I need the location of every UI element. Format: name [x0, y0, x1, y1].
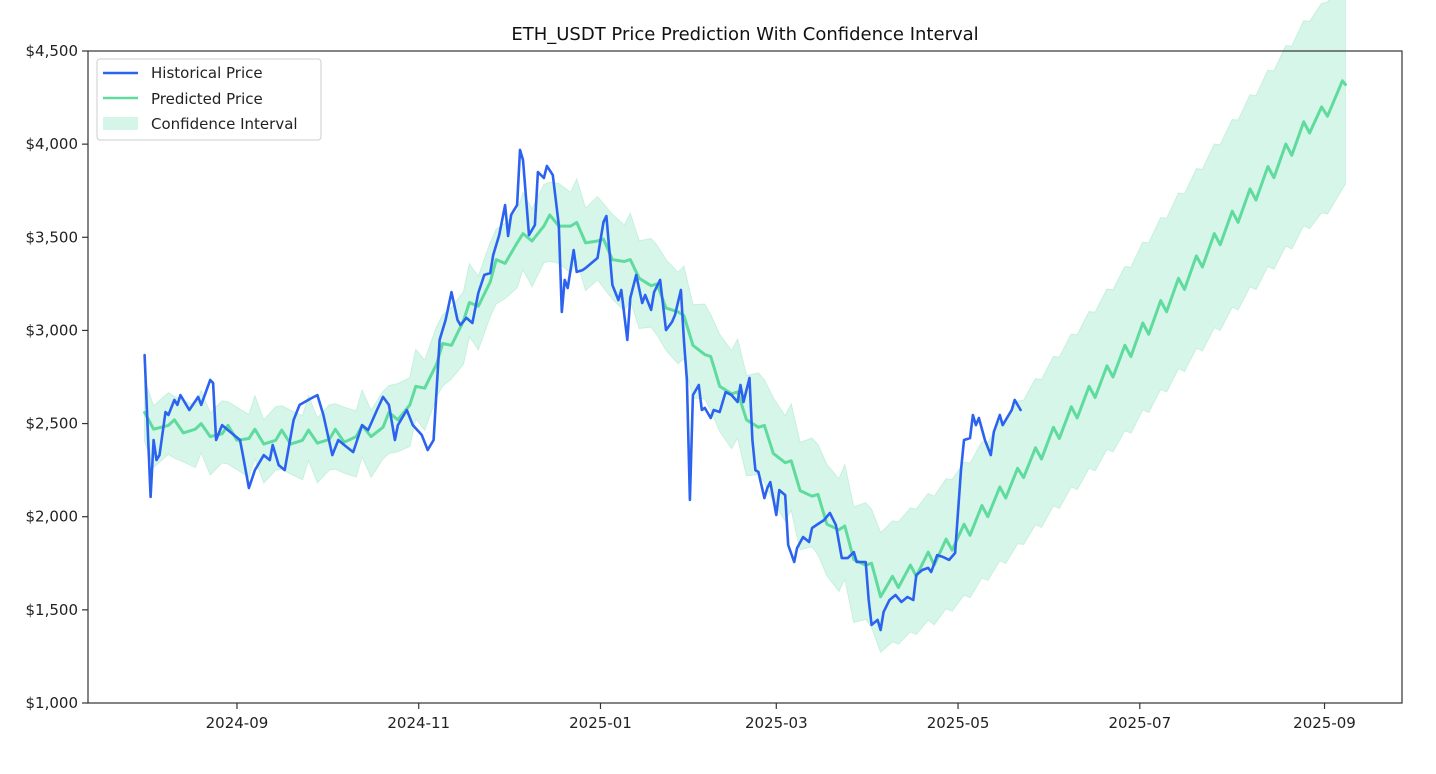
x-tick-label: 2025-07 [1108, 714, 1171, 732]
y-tick-label: $1,500 [26, 601, 79, 619]
predicted-price-line [143, 79, 1347, 599]
chart-title: ETH_USDT Price Prediction With Confidenc… [511, 24, 978, 45]
confidence-interval-band [144, 0, 1346, 654]
x-axis: 2024-09 2024-11 2025-01 2025-03 2025-05 2025-… [206, 703, 1356, 732]
x-tick-label: 2025-05 [927, 714, 990, 732]
y-tick-label: $4,000 [26, 135, 79, 153]
y-axis: $1,000 $1,500 $2,000 $2,500 $3,000 $3,500 $4,0… [26, 42, 88, 712]
plot-frame [87, 50, 1403, 704]
x-tick-label: 2025-09 [1293, 714, 1356, 732]
series-layer [143, 79, 1347, 632]
y-tick-label: $2,000 [26, 508, 79, 526]
y-tick-label: $1,000 [26, 694, 79, 712]
y-tick-label: $3,500 [26, 228, 79, 246]
x-tick-label: 2025-01 [569, 714, 632, 732]
legend-predicted-label: Predicted Price [151, 90, 263, 108]
confidence-band-layer [144, 0, 1346, 654]
x-tick-label: 2024-09 [206, 714, 269, 732]
legend-confidence-label: Confidence Interval [151, 115, 298, 133]
historical-price-line [143, 148, 1022, 632]
legend: Historical Price Predicted Price Confide… [96, 58, 322, 141]
x-tick-label: 2025-03 [745, 714, 808, 732]
y-tick-label: $2,500 [26, 415, 79, 433]
legend-confidence-swatch [103, 117, 138, 130]
legend-box [96, 58, 322, 141]
legend-historical-label: Historical Price [151, 64, 263, 82]
y-tick-label: $4,500 [26, 42, 79, 60]
y-tick-label: $3,000 [26, 321, 79, 339]
x-tick-label: 2024-11 [387, 714, 450, 732]
